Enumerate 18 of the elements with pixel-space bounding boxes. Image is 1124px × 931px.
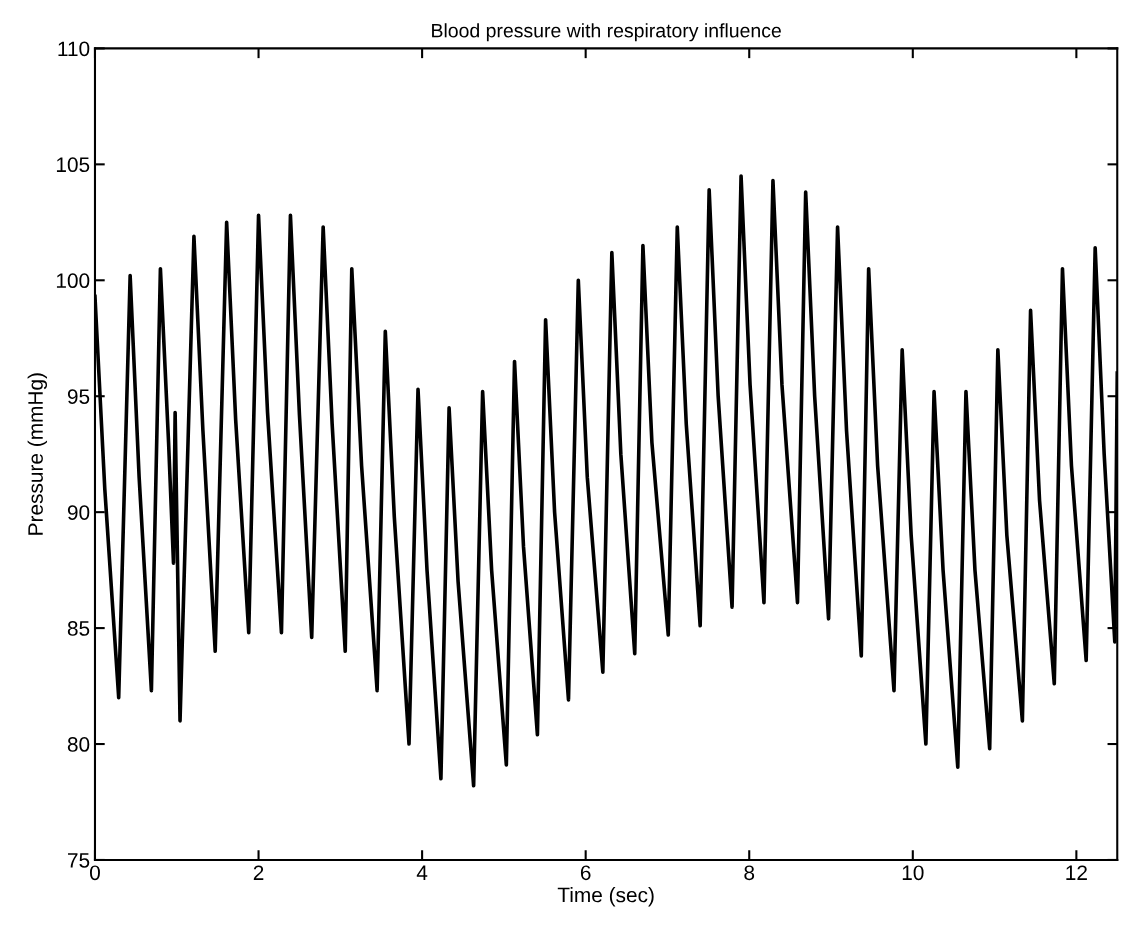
y-tick-label: 85 [67,621,90,636]
chart-title: Blood pressure with respiratory influence [432,23,781,42]
x-tick-label: 4 [416,865,428,880]
y-axis-title: Pressure (mmHg) [27,373,48,535]
x-tick-label: 6 [580,865,591,881]
x-tick-label: 8 [744,865,755,881]
y-tick-label: 110 [58,41,90,57]
x-tick-label: 2 [253,865,264,880]
x-tick-label: 12 [1066,865,1087,880]
y-tick-label: 105 [56,157,90,173]
x-tick-label: 0 [90,865,100,881]
y-tick-label: 90 [67,505,90,520]
x-tick-label: 10 [902,865,924,881]
y-tick-label: 95 [67,389,90,404]
x-axis-title: Time (sec) [557,887,654,907]
y-tick-label: 100 [56,273,90,289]
y-tick-label: 80 [67,737,90,752]
y-tick-label: 75 [68,853,90,868]
